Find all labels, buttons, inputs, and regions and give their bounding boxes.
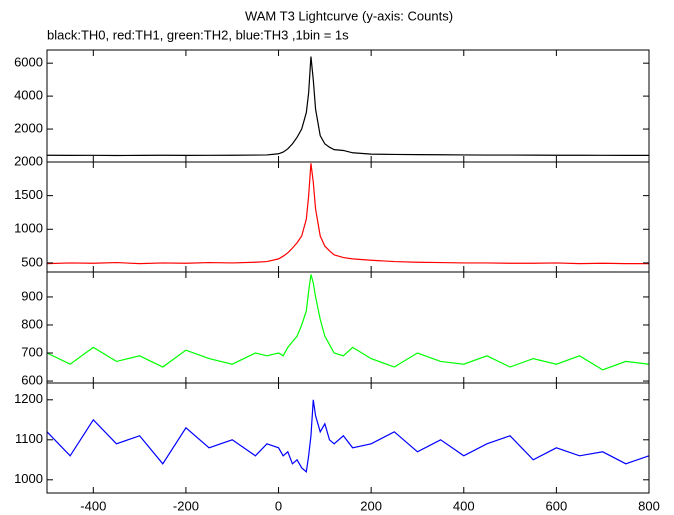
y-tick-label: 500 [21, 254, 43, 269]
x-tick-label: 200 [360, 498, 382, 513]
y-tick-label: 900 [21, 288, 43, 303]
y-tick-label: 6000 [14, 55, 43, 70]
series-line [46, 399, 650, 473]
y-tick-label: 2000 [14, 153, 43, 168]
y-tick-label: 4000 [14, 88, 43, 103]
y-tick-label: 1500 [14, 187, 43, 202]
panel-frame [46, 382, 650, 494]
chart-subtitle: black:TH0, red:TH1, green:TH2, blue:TH3 … [47, 27, 349, 42]
y-tick-label: 1100 [15, 431, 43, 446]
y-tick-label: 2000 [14, 120, 43, 135]
y-tick-label: 600 [21, 372, 43, 387]
y-tick-label: 1200 [14, 391, 43, 406]
x-tick-label: 400 [453, 498, 475, 513]
series-line [46, 274, 650, 371]
panel-frame [46, 271, 650, 384]
x-tick-label: 0 [275, 498, 282, 513]
y-tick-label: 700 [21, 344, 43, 359]
x-tick-label: 600 [546, 498, 568, 513]
x-tick-label: -200 [173, 498, 199, 513]
panel-frame [46, 49, 650, 163]
x-tick-label: 800 [638, 498, 660, 513]
x-tick-label: -400 [80, 498, 106, 513]
chart-title: WAM T3 Lightcurve (y-axis: Counts) [245, 8, 453, 23]
y-tick-label: 1000 [14, 471, 43, 486]
series-line [46, 56, 649, 157]
y-tick-label: 1000 [14, 221, 43, 236]
y-tick-label: 800 [21, 316, 43, 331]
series-line [46, 163, 649, 265]
panel-frame [46, 161, 650, 273]
